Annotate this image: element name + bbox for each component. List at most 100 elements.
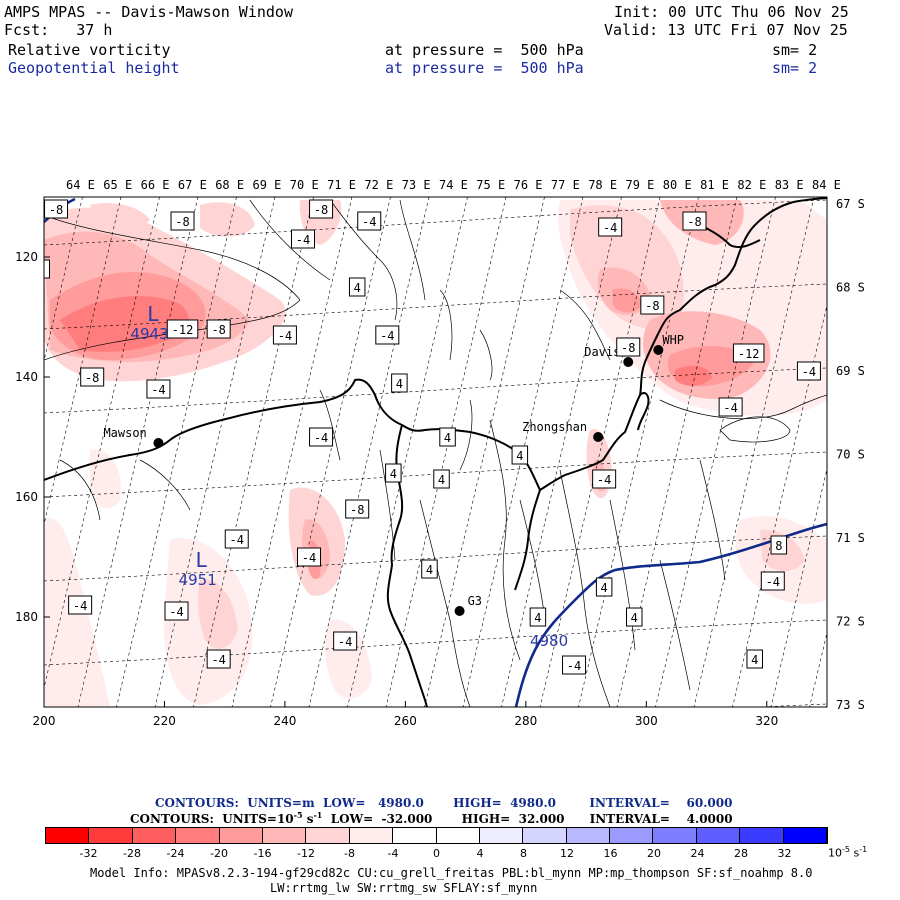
vorticity-label: -12 [166,319,199,339]
station-label: WHP [662,333,684,347]
colorbar-tick-label: 28 [734,847,748,860]
colorbar-swatch [479,828,524,843]
vorticity-label: -4 [164,601,189,621]
colorbar-tick-label: 32 [777,847,792,860]
svg-text:-4: -4 [296,233,310,247]
colorbar-swatch [566,828,611,843]
lat-label: 70 S [836,448,865,462]
low-value: 4943 [130,325,168,343]
colorbar-swatch [436,828,480,843]
colorbar-tick-label: -24 [166,847,185,860]
low-value: 4951 [179,571,217,589]
colorbar-tick-label: -16 [253,847,272,860]
vorticity-label: -12 [11,302,42,320]
colorbar-swatch [349,828,394,843]
vorticity-label: 4 [595,577,613,597]
colorbar-swatch [132,828,177,843]
vorticity-label: -8 [206,319,231,339]
vorticity-label: -8 [309,199,334,219]
vorticity-label: -8 [80,367,105,387]
svg-text:-8: -8 [621,341,635,355]
station-marker [153,438,164,448]
vorticity-label: -8 [44,259,50,279]
svg-text:-4: -4 [723,401,737,415]
colorbar-tick-label: 8 [520,847,527,860]
lon-label: 75 E [476,178,505,192]
vorticity-label: -4 [146,379,171,399]
low-letter: L [196,548,208,572]
svg-text:-4: -4 [151,383,165,397]
svg-text:8: 8 [775,539,782,553]
vorticity-label: -4 [562,655,587,675]
lon-label: 68 E [215,178,244,192]
svg-text:-8: -8 [211,323,225,337]
svg-text:-4: -4 [211,653,225,667]
lon-label: 84 E [812,178,841,192]
colorbar-tick-label: -8 [344,847,355,860]
colorbar-swatch [740,828,784,843]
vorticity-label: 4 [511,445,529,465]
parallel-line [44,535,827,582]
station-label: Zhongshan [522,420,587,434]
colorbar-swatch [46,828,90,843]
svg-text:-4: -4 [230,533,244,547]
station-marker [454,606,465,616]
colorbar-swatch [696,828,741,843]
vorticity-label: -8 [682,211,707,231]
vorticity-label: -4 [224,529,249,549]
svg-text:-8: -8 [49,203,63,217]
lat-label: 68 S [836,281,865,295]
field1-name: Relative vorticity [8,41,171,59]
vorticity-label: -8 [44,199,69,219]
vorticity-label: 8 [770,535,788,555]
vorticity-label: -12 [732,343,765,363]
x-tick-label: 240 [273,714,296,728]
colorbar-tick-label: 24 [690,847,705,860]
station-marker [623,357,634,367]
x-tick-label: 260 [394,714,417,728]
vorticity-label: -4 [598,217,623,237]
colorbar-tick-label: 0 [433,847,440,860]
vorticity-label: -8 [616,337,641,357]
svg-text:-4: -4 [169,605,183,619]
vorticity-label: -8 [640,295,665,315]
svg-text:-8: -8 [350,503,364,517]
colorbar-swatch [783,828,828,843]
height-contour-label: 4980 [530,632,568,650]
station-label: Mawson [103,426,146,440]
svg-text:-4: -4 [603,221,617,235]
x-tick-label: 220 [153,714,176,728]
vorticity-label: -4 [309,427,334,447]
model-info-line1: Model Info: MPASv8.2.3-194-gf29cd82c CU:… [90,866,813,880]
svg-text:4: 4 [751,653,758,667]
lon-label: 69 E [253,178,282,192]
lon-label: 82 E [737,178,766,192]
colorbar [45,827,828,844]
svg-text:-12: -12 [172,323,194,337]
colorbar-swatch [653,828,697,843]
svg-text:4: 4 [426,563,433,577]
lon-label: 73 E [402,178,431,192]
colorbar-tick-label: 12 [560,847,574,860]
lon-label: 76 E [514,178,543,192]
lat-label: 69 S [836,364,865,378]
colorbar-tick-label: 16 [603,847,618,860]
lat-label: 72 S [836,615,865,629]
vorticity-label: 4 [385,463,402,483]
parallel-line [44,367,827,414]
station-label: Davis [584,345,620,359]
lon-label: 81 E [700,178,729,192]
x-tick-label: 200 [33,714,56,728]
colorbar-swatch [176,828,220,843]
colorbar-unit: 10-5 s-1 [828,845,868,860]
colorbar-swatch [219,828,263,843]
station-marker [653,345,664,355]
stations: Mawson Davis WHP Zhongshan G3 [103,333,684,616]
vorticity-labels: -8 -8 -8 -12 -12 -8 -4 -8 -4 -8 -4 -4 4 -4 4 -4 4 4 4 4 -8 -4… [11,199,821,675]
vorticity-label: 4 [529,607,547,627]
plot-title: AMPS MPAS -- Davis-Mawson Window [4,3,293,21]
vorticity-label: -8 [170,211,195,231]
colorbar-tick-label: 20 [647,847,661,860]
